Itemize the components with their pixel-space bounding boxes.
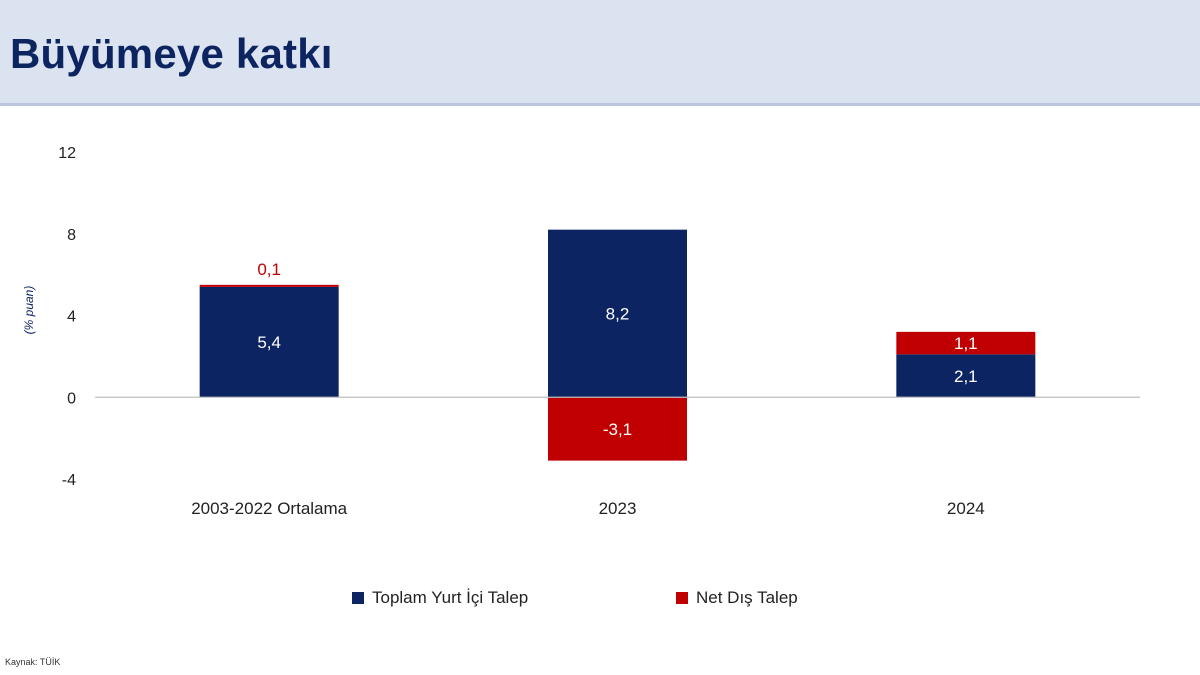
data-label-domestic-0: 5,4	[257, 333, 281, 352]
legend-item-external: Net Dış Talep	[676, 588, 798, 608]
legend-item-domestic: Toplam Yurt İçi Talep	[352, 588, 528, 608]
legend-swatch-domestic	[352, 592, 364, 604]
bar-domestic-2	[896, 354, 1036, 398]
contribution-chart: -4 0 4 8 12 (% puan) 5,4 0,1 2003-2022 Ortalama 8…	[22, 145, 1140, 518]
bar-external-0	[199, 284, 339, 287]
legend-label-domestic: Toplam Yurt İçi Talep	[372, 588, 529, 607]
data-label-domestic-2: 2,1	[954, 367, 978, 386]
x-category-label: 2023	[599, 499, 637, 518]
data-label-external-1: -3,1	[603, 420, 632, 439]
data-label-external-0: 0,1	[257, 260, 281, 279]
legend-swatch-external	[676, 592, 688, 604]
bar-external-1	[548, 397, 687, 461]
chart-legend: Toplam Yurt İçi Talep Net Dış Talep	[0, 588, 1200, 612]
legend-label-external: Net Dış Talep	[696, 588, 798, 607]
y-tick-label: -4	[62, 472, 76, 489]
y-tick-label: 12	[58, 145, 76, 162]
source-note: Kaynak: TÜİK	[5, 657, 61, 667]
data-label-domestic-1: 8,2	[606, 304, 630, 323]
header-band: Büyümeye katkı	[0, 0, 1200, 106]
y-tick-label: 4	[67, 309, 76, 326]
x-category-label: 2003-2022 Ortalama	[191, 499, 347, 518]
bar-external-2	[896, 331, 1036, 355]
y-tick-label: 0	[67, 390, 76, 407]
bar-domestic-0	[199, 286, 339, 398]
y-axis-title: (% puan)	[22, 286, 36, 335]
page-title: Büyümeye katkı	[10, 30, 333, 77]
bar-domestic-1	[548, 229, 687, 398]
x-category-label: 2024	[947, 499, 985, 518]
y-tick-label: 8	[67, 227, 76, 244]
data-label-external-2: 1,1	[954, 334, 978, 353]
